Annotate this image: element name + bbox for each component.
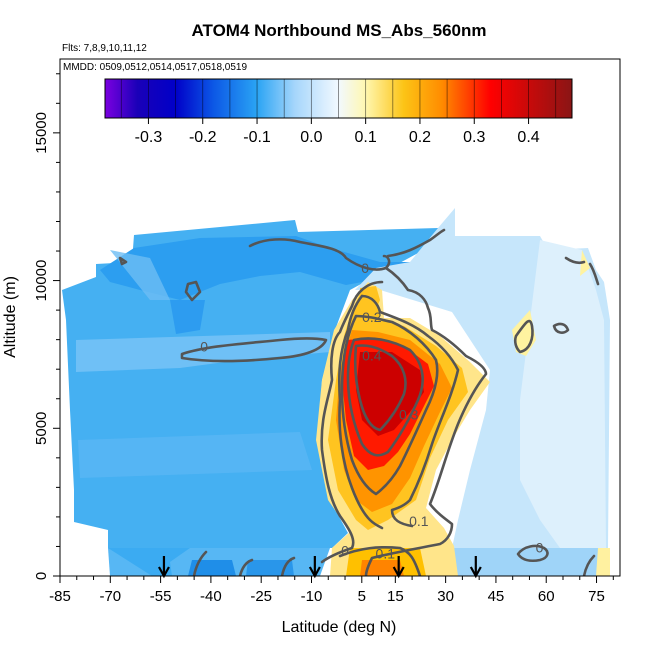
contour-south-surface-1 [192, 550, 208, 576]
x-tick-label: 60 [538, 588, 555, 605]
y-axis: 0 5000 10000 15000 [33, 73, 60, 580]
contour-north-surface [516, 544, 549, 563]
x-tick-label: 30 [437, 588, 454, 605]
contour-0.4 [353, 344, 407, 432]
x-tick-label: 75 [588, 588, 605, 605]
contour-0.2 [340, 314, 439, 496]
contour-0-main [364, 266, 488, 576]
flight-arrows [157, 556, 482, 579]
contour-label: 0.1 [409, 513, 429, 529]
north-warm-patch-3 [596, 548, 610, 576]
contour-north-loop [513, 319, 534, 354]
contour-0-south-branch [180, 337, 328, 363]
field-vband-a [170, 300, 205, 334]
colorbar-tick-label: 0.0 [300, 129, 322, 146]
x-tick-label: -55 [150, 588, 172, 605]
flights-subtitle: Flts: 7,8,9,10,11,12 [62, 43, 147, 54]
colorbar-tick-label: 0.4 [517, 129, 539, 146]
x-tick-label: 5 [358, 588, 366, 605]
colorbar-separators [120, 79, 557, 118]
x-tick-label: 15 [387, 588, 404, 605]
field-south-body [62, 220, 442, 576]
contour-label: 0 [341, 542, 349, 558]
colorbar-tick-label: 0.1 [355, 129, 377, 146]
colorbar-tick-label: 0.2 [409, 129, 431, 146]
y-tick-label: 10000 [33, 260, 50, 302]
plot-frame [59, 58, 621, 577]
contour-0-loop-2 [118, 256, 128, 266]
contour-0.1-surface [338, 545, 422, 576]
north-warm-patch-2 [580, 250, 590, 276]
y-tick-label: 5000 [33, 412, 50, 445]
contour-south-surface-2 [238, 558, 254, 576]
contour-label: 0 [200, 338, 208, 354]
contour-north-edge [588, 262, 600, 286]
contour-0-loop-1 [184, 280, 202, 302]
colorbar-tick-label: -0.1 [243, 129, 271, 146]
field-north-white-edge [520, 240, 606, 548]
colorbar-ticks: -0.3 -0.2 -0.1 0.0 0.1 0.2 0.3 0.4 [135, 118, 540, 146]
plume-upper-tongue [360, 286, 380, 320]
contour-label: 0.2 [362, 309, 382, 325]
contour-label: 0.3 [399, 406, 419, 422]
contour-north-edge-2 [564, 256, 586, 265]
field-south-surface-patch [188, 560, 236, 576]
x-tick-label: -25 [250, 588, 272, 605]
data-field [62, 208, 610, 576]
field-light-band-2 [78, 432, 312, 478]
y-axis-label: Altitude (m) [2, 276, 19, 358]
plume-surface-red [360, 560, 404, 576]
colorbar-tick-label: -0.2 [189, 129, 217, 146]
contour-0.1-left [337, 294, 384, 530]
chart-title: ATOM4 Northbound MS_Abs_560nm [191, 21, 486, 40]
field-upper-dark-blue [100, 236, 428, 300]
colorbar-frame [104, 78, 573, 119]
colorbar: -0.3 -0.2 -0.1 0.0 0.1 0.2 0.3 0.4 [104, 78, 573, 146]
contour-label: 0.4 [362, 347, 382, 363]
contour-north-loop-2 [552, 322, 570, 334]
x-axis-label: Latitude (deg N) [282, 619, 397, 636]
contour-0-upper [248, 238, 391, 271]
contour-label: 0 [361, 260, 369, 276]
colorbar-tick-label: -0.3 [135, 129, 163, 146]
x-tick-label: 45 [488, 588, 505, 605]
contour-label: 0.1 [376, 545, 396, 561]
plume-dark-red [356, 352, 424, 436]
contour-0-left [320, 280, 384, 564]
contour-0-upper-2 [386, 228, 446, 258]
contour-south-surface-3 [280, 556, 296, 576]
y-tick-label: 0 [33, 572, 50, 580]
y-tick-label: 15000 [33, 112, 50, 154]
contour-label: 0 [536, 539, 544, 555]
contour-lines [118, 228, 600, 576]
x-tick-label: -70 [99, 588, 121, 605]
contour-0.3 [346, 337, 424, 457]
x-tick-label: -85 [49, 588, 71, 605]
contour-0.1-main [360, 294, 460, 528]
contour-labels: 0 0 0.2 0.4 0.3 0.1 0 0.1 0 [200, 260, 543, 561]
x-axis: -85 -70 -55 -40 -25 -10 5 15 30 45 60 75 [49, 576, 614, 605]
x-tick-label: -40 [200, 588, 222, 605]
colorbar-tick-label: 0.3 [463, 129, 485, 146]
x-tick-label: -10 [301, 588, 323, 605]
contour-north-surface-2 [582, 554, 596, 576]
dates-subtitle: MMDD: 0509,0512,0514,0517,0518,0519 [63, 62, 247, 73]
